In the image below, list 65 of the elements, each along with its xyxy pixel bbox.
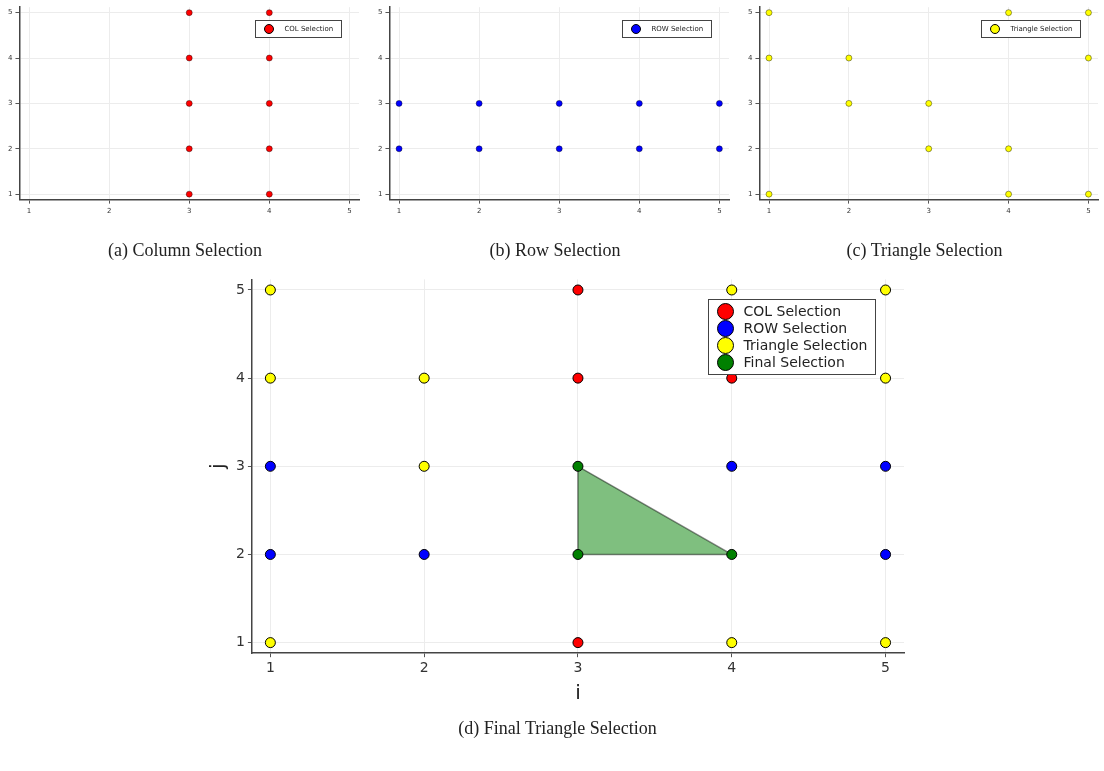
point (726, 284, 738, 296)
point (572, 284, 584, 296)
point (765, 9, 773, 16)
point (186, 145, 193, 152)
text: (b) Row Selection (488, 240, 622, 261)
y-tick-label: 5 (235, 280, 245, 297)
point (880, 284, 892, 296)
legend-label: COL Selection (743, 303, 842, 320)
point (264, 637, 276, 649)
x-tick-label: 5 (881, 659, 891, 676)
x-tick-label: 1 (265, 659, 275, 676)
point (186, 9, 193, 16)
point (765, 190, 773, 198)
legend-label: ROW Selection (743, 320, 848, 337)
text: (a) Column Selection (107, 240, 263, 261)
point (186, 100, 193, 107)
point (266, 145, 273, 152)
text: (d) Final Triangle Selection (457, 718, 658, 739)
point (880, 460, 892, 472)
point (264, 284, 276, 296)
point (1085, 190, 1092, 198)
point (266, 54, 273, 62)
point (765, 54, 773, 62)
point (186, 190, 193, 198)
point (572, 372, 584, 384)
point (572, 548, 584, 560)
point (264, 372, 276, 384)
point (266, 100, 273, 107)
y-axis-title: j (205, 463, 230, 471)
x-tick-label: 3 (573, 659, 583, 676)
point (264, 548, 276, 560)
point (418, 548, 430, 560)
point (186, 54, 193, 62)
point (925, 100, 932, 107)
text: (c) Triangle Selection (845, 240, 1004, 261)
point (572, 637, 584, 649)
y-tick-label: 4 (235, 368, 245, 385)
point (266, 190, 273, 198)
legend-label: Final Selection (743, 354, 845, 371)
point (266, 9, 273, 16)
point (264, 460, 276, 472)
point (726, 460, 738, 472)
legend-label: Triangle Selection (743, 337, 868, 354)
point (418, 460, 430, 472)
point (572, 460, 584, 472)
point (726, 637, 738, 649)
point (1005, 145, 1012, 152)
x-tick-label: 4 (727, 659, 737, 676)
point (925, 145, 932, 152)
point (1085, 9, 1092, 16)
x-axis-title: i (575, 680, 581, 705)
point (1005, 190, 1012, 198)
point (880, 372, 892, 384)
point (418, 372, 430, 384)
point (880, 548, 892, 560)
point (1085, 54, 1092, 62)
point (726, 548, 738, 560)
y-tick-label: 3 (235, 456, 245, 473)
point (880, 637, 892, 649)
x-tick-label: 2 (419, 659, 429, 676)
y-tick-label: 1 (235, 633, 245, 650)
point (845, 100, 853, 107)
point (1005, 9, 1012, 16)
y-tick-label: 2 (235, 545, 245, 562)
point (845, 54, 853, 62)
